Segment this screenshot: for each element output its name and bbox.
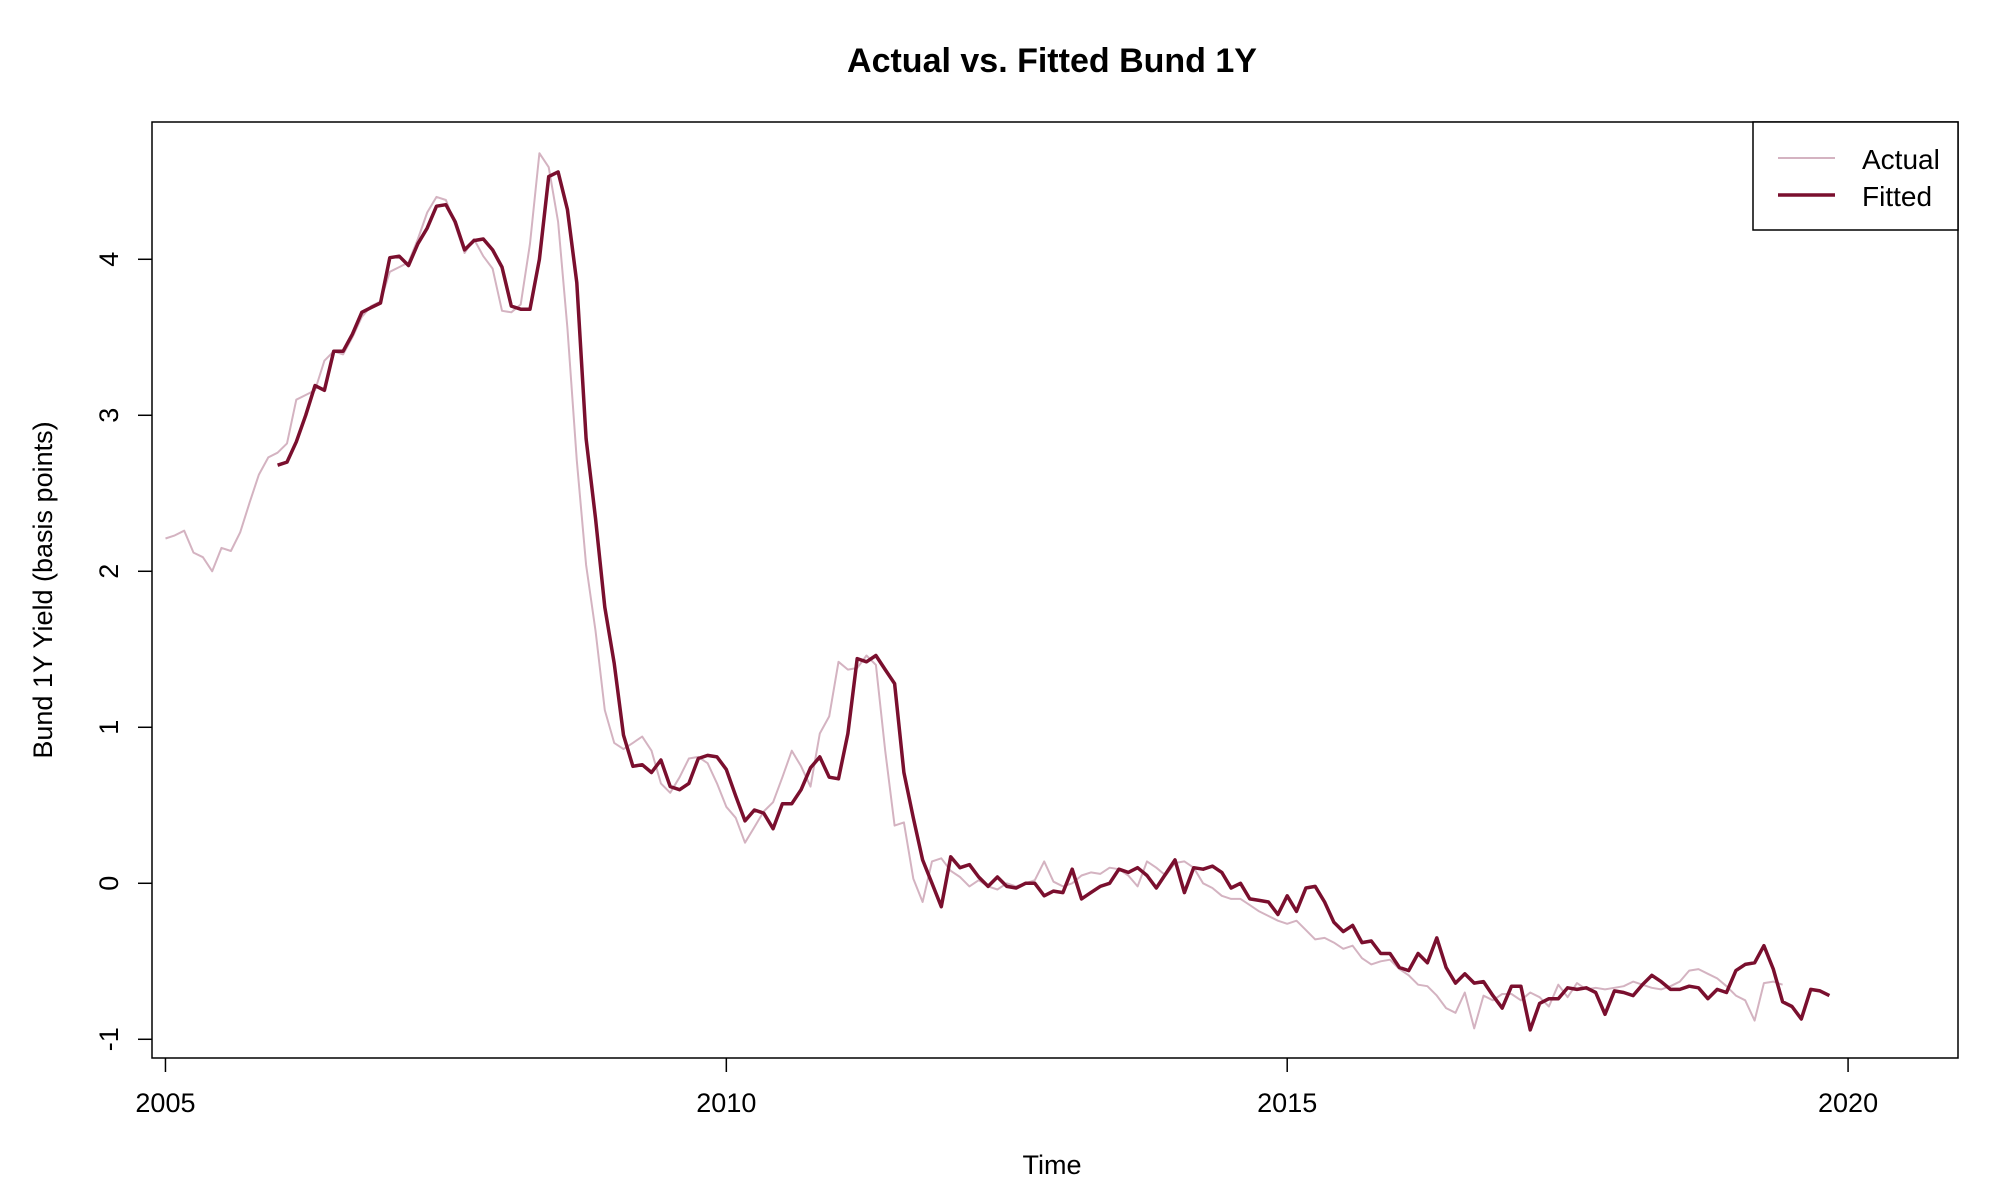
x-tick-label: 2010 bbox=[696, 1088, 756, 1118]
y-tick-label: 4 bbox=[94, 252, 124, 267]
series-lines bbox=[165, 152, 1831, 1032]
y-tick-label: 0 bbox=[94, 876, 124, 891]
y-tick-label: 3 bbox=[94, 408, 124, 423]
legend: Actual Fitted bbox=[1752, 121, 1959, 231]
legend-box bbox=[1752, 121, 1959, 231]
x-axis-label: Time bbox=[1023, 1150, 1082, 1180]
legend-label-fitted: Fitted bbox=[1862, 181, 1932, 212]
axis-ticks: 2005 2010 2015 2020 -1 0 1 2 3 4 bbox=[94, 252, 1878, 1118]
y-axis-label: Bund 1Y Yield (basis points) bbox=[28, 421, 58, 758]
x-tick-label: 2020 bbox=[1818, 1088, 1878, 1118]
y-tick-label: -1 bbox=[94, 1027, 124, 1051]
y-tick-label: 1 bbox=[94, 720, 124, 735]
y-tick-label: 2 bbox=[94, 564, 124, 579]
plot-frame bbox=[151, 121, 1959, 1059]
chart-title: Actual vs. Fitted Bund 1Y bbox=[847, 42, 1257, 80]
series-line-actual bbox=[165, 152, 1783, 1030]
x-tick-label: 2005 bbox=[135, 1088, 195, 1118]
x-tick-label: 2015 bbox=[1257, 1088, 1317, 1118]
series-line-fitted bbox=[277, 170, 1831, 1032]
legend-label-actual: Actual bbox=[1862, 144, 1940, 175]
